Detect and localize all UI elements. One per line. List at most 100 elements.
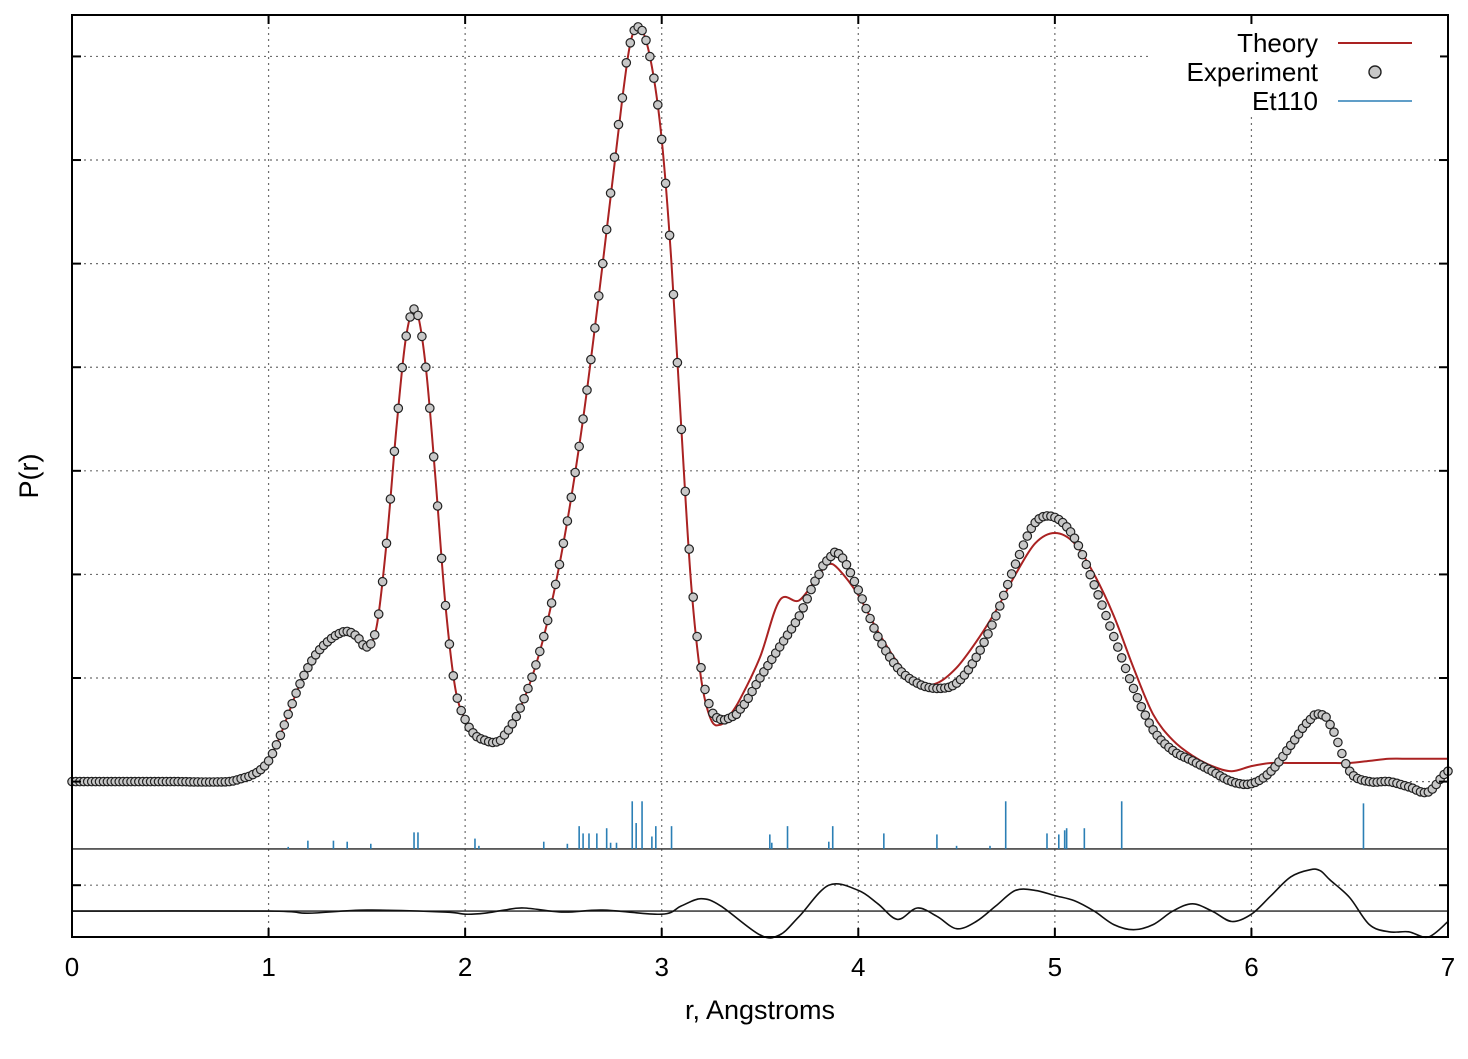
experiment-point-51: [267, 748, 278, 759]
experiment-point-82: [389, 446, 400, 457]
difference-curve-group: [71, 868, 1449, 939]
et110-sticks-group: [72, 801, 1448, 850]
plot-frame: [71, 14, 1449, 938]
experiment-point-243: [1022, 531, 1033, 541]
experiment-point-231: [975, 645, 985, 655]
experiment-point-324: [1341, 758, 1351, 769]
experiment-point-321: [1329, 727, 1339, 737]
experiment-point-117: [527, 672, 537, 682]
x-tick-label-1: 1: [261, 952, 275, 982]
experiment-point-264: [1105, 621, 1115, 631]
experiment-point-197: [841, 559, 852, 570]
experiment-point-79: [377, 576, 388, 587]
experiment-point-142: [625, 37, 636, 48]
grid-lines: [72, 15, 1448, 937]
x-tick-label-2: 2: [458, 952, 472, 982]
experiment-point-84: [397, 362, 407, 373]
experiment-point-234: [987, 620, 997, 630]
experiment-point-146: [641, 35, 651, 46]
experiment-point-187: [802, 593, 812, 604]
experiment-point-124: [554, 559, 565, 570]
experiment-point-116: [523, 683, 533, 694]
experiment-point-97: [448, 670, 459, 681]
experiment-point-141: [621, 57, 632, 68]
experiment-point-190: [814, 569, 824, 580]
experiment-point-204: [869, 623, 879, 633]
experiment-point-236: [994, 601, 1005, 611]
experiment-point-201: [857, 594, 867, 604]
experiment-point-137: [605, 188, 616, 198]
y-axis-title: P(r): [14, 454, 44, 499]
experiment-point-319: [1321, 712, 1331, 722]
experiment-point-132: [586, 354, 596, 365]
experiment-point-85: [401, 331, 411, 341]
legend-label-et110: Et110: [1252, 86, 1318, 116]
experiment-point-88: [413, 310, 423, 321]
axis-ticks: [71, 15, 1449, 937]
experiment-point-199: [849, 576, 860, 587]
experiment-point-131: [582, 385, 592, 395]
x-tick-label-4: 4: [851, 952, 865, 982]
experiment-point-237: [998, 590, 1009, 601]
experiment-point-150: [656, 134, 667, 145]
theory-curve: [72, 25, 1448, 783]
experiment-point-94: [436, 553, 447, 564]
experiment-point-238: [1002, 579, 1013, 590]
experiment-point-56: [287, 698, 297, 709]
experiment-point-119: [534, 646, 545, 657]
experiment-point-271: [1132, 692, 1143, 703]
experiment-point-159: [692, 631, 702, 642]
x-tick-label-7: 7: [1441, 952, 1455, 982]
experiment-point-270: [1128, 683, 1139, 694]
experiment-point-198: [845, 567, 856, 578]
experiment-point-134: [593, 291, 604, 301]
experiment-point-153: [668, 289, 679, 300]
experiment-point-173: [747, 686, 757, 697]
experiment-point-95: [440, 600, 451, 611]
experiment-point-266: [1113, 642, 1123, 652]
experiment-point-53: [275, 730, 286, 741]
experiment-point-98: [452, 693, 463, 703]
experiment-point-255: [1069, 533, 1080, 543]
experiment-point-320: [1325, 719, 1335, 730]
experiment-point-86: [405, 312, 415, 322]
experiment-point-259: [1085, 569, 1095, 580]
experiment-point-242: [1018, 540, 1029, 550]
experiment-point-145: [637, 25, 647, 36]
experiment-point-59: [299, 670, 309, 681]
experiment-point-55: [283, 709, 293, 720]
experiment-point-52: [271, 739, 282, 750]
experiment-point-113: [511, 711, 522, 722]
experiment-point-261: [1093, 589, 1103, 600]
experiment-point-115: [519, 693, 529, 704]
experiment-point-90: [420, 362, 431, 372]
experiment-point-205: [873, 631, 883, 642]
experiment-point-100: [460, 714, 470, 725]
experiment-point-126: [562, 516, 573, 526]
experiment-point-186: [798, 602, 808, 613]
experiment-point-138: [609, 152, 620, 162]
experiment-point-273: [1140, 710, 1151, 720]
x-tick-label-3: 3: [654, 952, 668, 982]
experiment-point-128: [570, 467, 580, 478]
legend-swatch-experiment: [1368, 65, 1382, 79]
experiment-points-group: [67, 22, 1453, 798]
legend-label-experiment: Experiment: [1187, 57, 1319, 87]
x-tick-label-0: 0: [65, 952, 79, 982]
experiment-point-77: [369, 629, 380, 640]
experiment-point-185: [794, 611, 805, 621]
experiment-point-78: [373, 609, 384, 619]
experiment-point-57: [291, 688, 301, 698]
experiment-point-239: [1006, 569, 1017, 579]
experiment-point-140: [617, 93, 628, 103]
experiment-point-139: [613, 119, 624, 130]
x-tick-label-6: 6: [1244, 952, 1258, 982]
experiment-point-268: [1120, 663, 1131, 674]
experiment-point-203: [865, 613, 875, 624]
experiment-point-120: [538, 631, 549, 642]
experiment-point-58: [295, 678, 305, 689]
x-tick-label-5: 5: [1048, 952, 1062, 982]
experiment-point-91: [424, 403, 435, 413]
experiment-point-112: [507, 718, 518, 729]
